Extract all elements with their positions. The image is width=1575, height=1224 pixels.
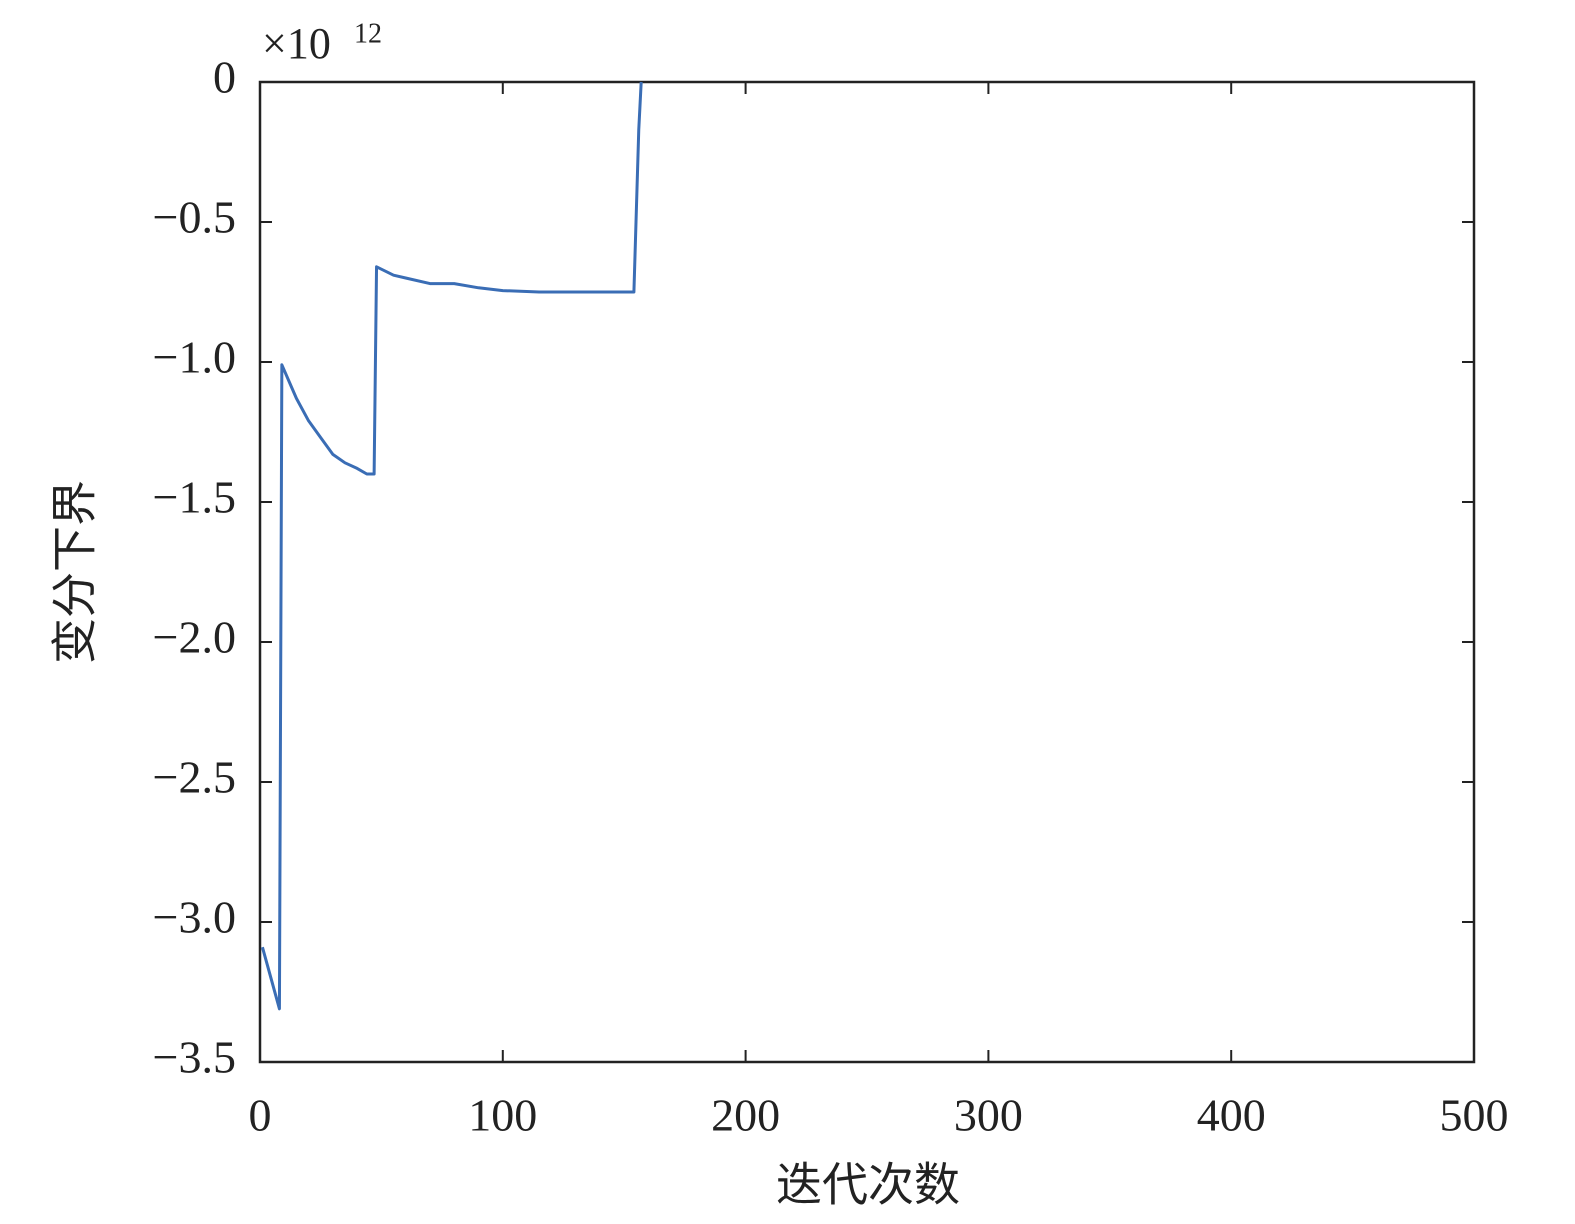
x-tick-label: 500 [1440,1090,1509,1141]
y-tick-label: −0.5 [153,192,236,243]
x-tick-label: 200 [711,1090,780,1141]
x-axis-label: 迭代次数 [776,1160,960,1211]
y-multiplier-base: ×10 [262,19,331,68]
y-tick-label: −1.0 [153,332,236,383]
x-tick-label: 400 [1197,1090,1266,1141]
y-tick-label: −3.5 [153,1032,236,1083]
y-tick-label: −2.5 [153,752,236,803]
y-axis-label: 变分下界 [50,480,101,664]
x-tick-label: 0 [249,1090,272,1141]
y-tick-label: −1.5 [153,472,236,523]
y-tick-label: −3.0 [153,892,236,943]
x-tick-label: 300 [954,1090,1023,1141]
x-tick-label: 100 [468,1090,537,1141]
y-multiplier-exponent: 12 [354,18,382,49]
y-tick-label: −2.0 [153,612,236,663]
data-line [260,81,643,1011]
plot-frame [258,80,1476,1064]
y-tick-label: 0 [213,52,236,103]
